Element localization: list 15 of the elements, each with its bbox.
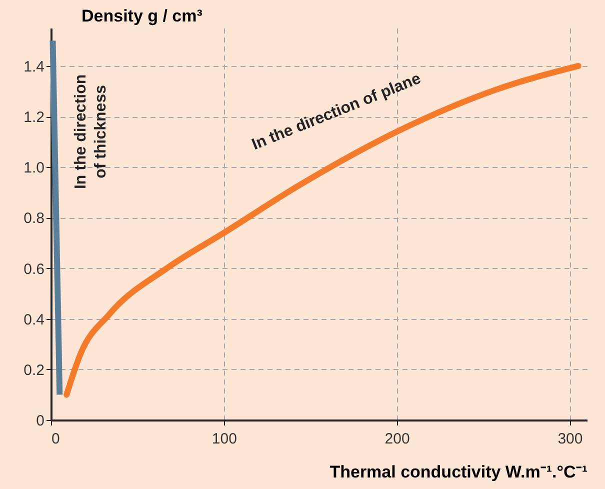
- y-axis-title: Density g / cm³: [82, 6, 203, 26]
- y-tick-label: 0: [36, 412, 44, 430]
- y-tick-label: 0.6: [24, 260, 44, 278]
- x-tick-label: 100: [212, 430, 237, 448]
- y-tick-label: 0.4: [24, 311, 44, 328]
- text: In the direction of thickness: [72, 74, 110, 190]
- x-tick-label: 0: [52, 430, 60, 448]
- y-tick-label: 1.2: [24, 109, 44, 126]
- x-axis-title: Thermal conductivity W.m⁻¹.°C⁻¹: [330, 462, 588, 482]
- y-tick-label: 0.2: [24, 362, 44, 379]
- x-tick-label: 200: [384, 430, 410, 448]
- x-tick-label: 300: [558, 430, 583, 448]
- y-tick-label: 1.0: [24, 160, 44, 177]
- y-tick-label: 1.4: [24, 58, 44, 76]
- y-tick-label: 0.8: [24, 210, 44, 228]
